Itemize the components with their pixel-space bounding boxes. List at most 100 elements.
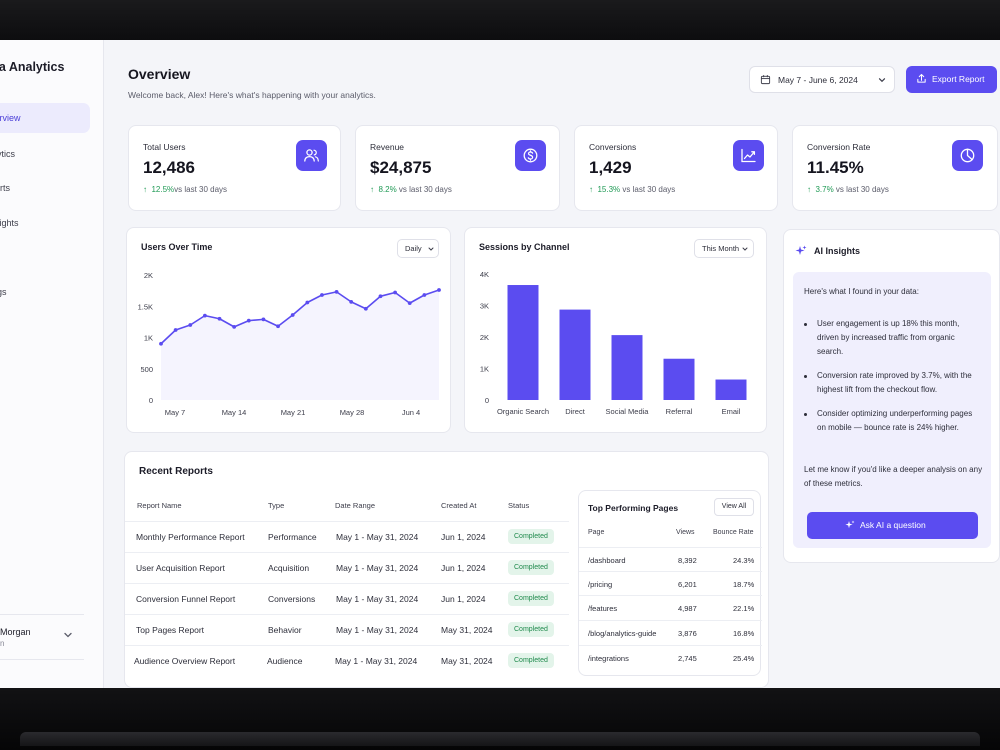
table-row[interactable]: /blog/analytics-guide 3,876 16.8% xyxy=(579,620,762,644)
x-tick-label: Social Media xyxy=(606,407,650,416)
arrow-up-icon: ↑ xyxy=(589,185,593,194)
sessions-chart-filter[interactable]: This Month xyxy=(694,239,754,258)
stat-value: 12,486 xyxy=(143,158,195,177)
y-tick-label: 1.5K xyxy=(138,302,153,311)
data-point xyxy=(334,289,339,294)
report-date-range: May 1 - May 31, 2024 xyxy=(336,532,419,542)
reports-table-header: Report Name Type Date Range Created At S… xyxy=(125,490,569,520)
page-path: /dashboard xyxy=(588,556,626,565)
user-role: n xyxy=(0,639,5,648)
top-pages-title: Top Performing Pages xyxy=(588,503,679,513)
sidebar-item-5[interactable]: s xyxy=(0,242,90,272)
chevron-down-icon xyxy=(428,247,434,251)
chevron-down-icon xyxy=(878,78,886,83)
data-point xyxy=(422,293,427,297)
trend-icon xyxy=(733,140,764,171)
page-bounce-rate: 16.8% xyxy=(733,629,755,638)
ask-ai-button[interactable]: Ask AI a question xyxy=(807,512,978,539)
stat-label: Conversion Rate xyxy=(807,142,871,152)
column-header: Type xyxy=(268,501,285,510)
page-bounce-rate: 22.1% xyxy=(733,604,755,613)
arrow-up-icon: ↑ xyxy=(370,185,374,194)
sidebar-item-settings[interactable]: ings xyxy=(0,277,90,307)
ai-insights-title: AI Insights xyxy=(814,246,861,256)
sidebar-item-label: verview xyxy=(0,113,21,123)
sessions-bar-chart: 0 1K 2K 3K 4K Organic Search Direct Social Medi… xyxy=(480,270,747,416)
table-row[interactable]: User Acquisition Report Acquisition May … xyxy=(125,552,569,583)
pie-icon xyxy=(952,140,983,171)
view-all-button[interactable]: View All xyxy=(714,498,754,516)
sidebar-item-label: ports xyxy=(0,183,11,193)
stat-label: Conversions xyxy=(589,142,637,152)
sidebar-item-reports[interactable]: ports xyxy=(0,173,90,203)
stat-value: 11.45% xyxy=(807,158,864,177)
x-tick-label: May 14 xyxy=(222,408,247,417)
users-chart-title: Users Over Time xyxy=(141,242,213,252)
table-row[interactable]: Conversion Funnel Report Conversions May… xyxy=(125,583,569,614)
report-created-at: Jun 1, 2024 xyxy=(441,563,486,573)
sidebar-item-analytics[interactable]: alytics xyxy=(0,139,90,169)
recent-reports-card: Recent Reports Report Name Type Date Ran… xyxy=(124,451,769,688)
report-date-range: May 1 - May 31, 2024 xyxy=(336,594,419,604)
stat-value: 1,429 xyxy=(589,158,632,177)
users-chart-filter[interactable]: Daily xyxy=(397,239,439,258)
export-report-button[interactable]: Export Report xyxy=(906,66,997,93)
table-row[interactable]: Monthly Performance Report Performance M… xyxy=(125,521,569,552)
page-views: 8,392 xyxy=(678,556,697,565)
column-header: Created At xyxy=(441,501,477,510)
page-path: /integrations xyxy=(588,654,629,663)
stat-delta-value: 3.7% xyxy=(815,185,834,194)
page-path: /features xyxy=(588,604,618,613)
stat-card-conversions: Conversions 1,429 ↑ 15.3% vs last 30 day… xyxy=(574,125,778,211)
data-point xyxy=(246,318,251,323)
status-badge: Completed xyxy=(508,560,554,575)
table-row[interactable]: /pricing 6,201 18.7% xyxy=(579,571,762,595)
sidebar-item-overview[interactable]: verview xyxy=(0,103,90,133)
page-bounce-rate: 24.3% xyxy=(733,556,755,565)
x-tick-label: Email xyxy=(722,407,741,416)
laptop-bezel-top xyxy=(0,0,1000,40)
stat-card-total-users: Total Users 12,486 ↑ 12.5%vs last 30 day… xyxy=(128,125,341,211)
report-type: Performance xyxy=(268,532,317,542)
table-row[interactable]: /features 4,987 22.1% xyxy=(579,595,762,619)
stat-delta-value: 8.2% xyxy=(378,185,397,194)
x-tick-label: Referral xyxy=(666,407,693,416)
data-point xyxy=(217,316,222,321)
page-bounce-rate: 25.4% xyxy=(733,654,755,663)
dollar-icon xyxy=(515,140,546,171)
table-row[interactable]: /integrations 2,745 25.4% xyxy=(579,645,762,669)
bar-direct xyxy=(559,309,591,400)
y-tick-label: 1K xyxy=(144,334,153,343)
ai-outro-text: Let me know if you'd like a deeper analy… xyxy=(804,465,983,488)
page-title: Overview xyxy=(128,66,191,82)
page-views: 4,987 xyxy=(678,604,697,613)
user-profile[interactable]: Morgan n xyxy=(0,614,84,660)
ai-insights-panel: AI Insights Here's what I found in your … xyxy=(783,229,1000,563)
sidebar: ra Analytics verview alytics ports nsigh… xyxy=(0,40,104,688)
report-name: Monthly Performance Report xyxy=(136,532,245,542)
users-over-time-card: Users Over Time Daily 0 500 1K 1.5K 2K May 7 M… xyxy=(126,227,451,433)
sidebar-item-insights[interactable]: nsights xyxy=(0,208,90,238)
date-range-picker[interactable]: May 7 - June 6, 2024 xyxy=(749,66,895,93)
users-icon xyxy=(296,140,327,171)
stat-delta-note: vs last 30 days xyxy=(398,185,452,194)
ai-intro-text: Here's what I found in your data: xyxy=(804,287,919,296)
x-tick-label: May 7 xyxy=(165,408,185,417)
data-point xyxy=(437,288,441,292)
stat-card-revenue: Revenue $24,875 ↑ 8.2% vs last 30 days xyxy=(355,125,560,211)
column-header: Page xyxy=(588,529,605,536)
table-row[interactable]: Audience Overview Report Audience May 1 … xyxy=(125,645,569,676)
y-tick-label: 4K xyxy=(480,270,489,279)
report-created-at: May 31, 2024 xyxy=(441,625,493,635)
arrow-up-icon: ↑ xyxy=(143,185,147,194)
dashboard-screen: ra Analytics verview alytics ports nsigh… xyxy=(0,40,1000,688)
ask-ai-label: Ask AI a question xyxy=(860,520,926,530)
chevron-down-icon[interactable] xyxy=(62,629,74,641)
table-row[interactable]: /dashboard 8,392 24.3% xyxy=(579,547,762,571)
ai-insight-item: Conversion rate improved by 3.7%, with t… xyxy=(804,369,984,397)
table-row[interactable]: Top Pages Report Behavior May 1 - May 31… xyxy=(125,614,569,645)
y-tick-label: 0 xyxy=(149,396,153,405)
page-path: /blog/analytics-guide xyxy=(588,629,657,638)
data-point xyxy=(363,306,368,311)
data-point xyxy=(261,317,266,322)
